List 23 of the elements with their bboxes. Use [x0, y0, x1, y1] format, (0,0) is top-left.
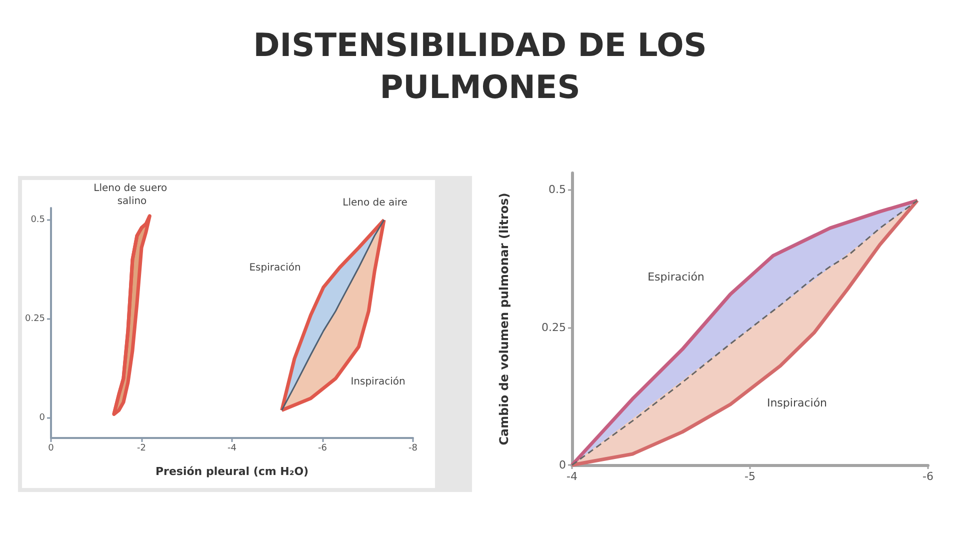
annotation: Inspiración [350, 376, 406, 388]
y-tick-label: 0.25 [24, 314, 46, 324]
y-axis-title: Cambio de volumen pulmonar (litros) [497, 192, 511, 446]
y-tick-label: 0.5 [548, 183, 566, 196]
x-tick-label: -4 [228, 444, 237, 454]
text: Lleno de suero salino [94, 183, 170, 207]
y-tick-label: 0 [559, 458, 566, 472]
x-tick-label: -5 [744, 470, 756, 483]
x-tick-label: 0 [48, 444, 54, 454]
x-tick-label: -6 [318, 444, 328, 454]
y-tick-label: 0 [39, 413, 46, 424]
annotation: Espiración [648, 270, 704, 284]
x-tick-label: -8 [408, 444, 418, 454]
x-axis-title: Presión pleural (cm H₂O) [155, 465, 309, 478]
annotation: Lleno de aire [342, 198, 408, 208]
x-tick-label: -6 [922, 470, 934, 483]
annotation: Inspiración [766, 396, 828, 410]
x-tick-label: -4 [566, 470, 578, 483]
text: DISTENSIBILIDAD DE LOS PULMONES [252, 25, 708, 108]
y-tick-label: 0.25 [542, 320, 566, 334]
x-tick-label: -2 [137, 444, 146, 454]
y-tick-label: 0.5 [30, 214, 46, 225]
annotation: Espiración [249, 262, 301, 274]
